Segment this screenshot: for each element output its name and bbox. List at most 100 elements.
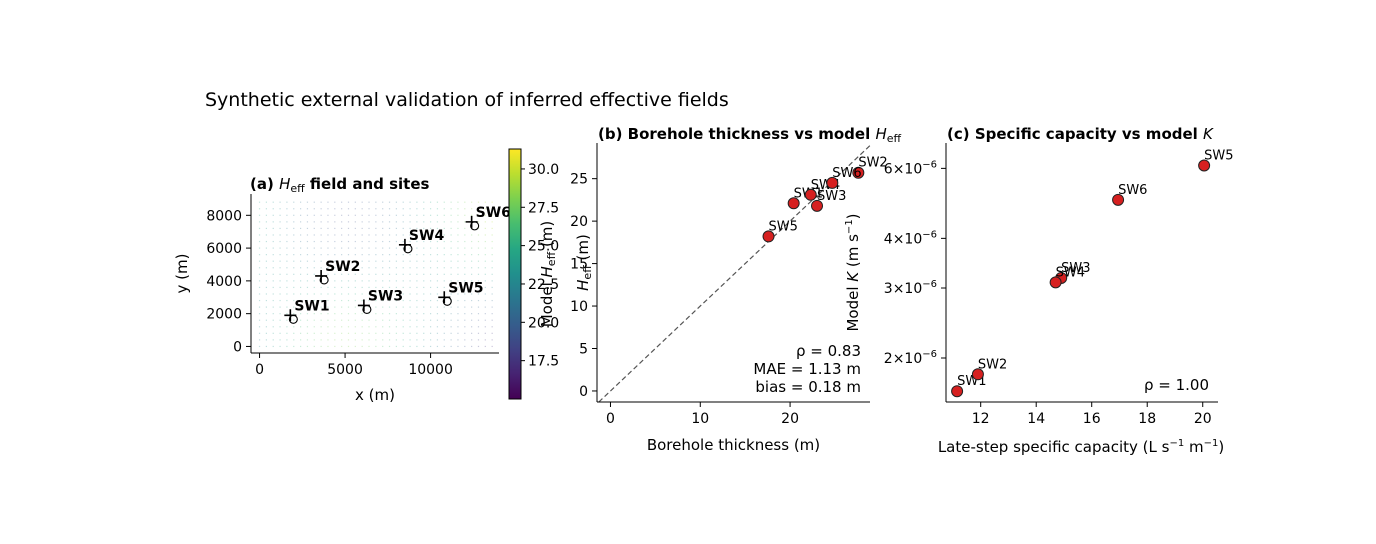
field-cell xyxy=(306,247,309,249)
site-marker-cross xyxy=(398,238,411,251)
field-cell xyxy=(341,299,343,302)
field-cell xyxy=(341,280,343,282)
field-cell xyxy=(306,201,309,203)
field-cell xyxy=(279,260,281,262)
field-cell xyxy=(375,260,377,262)
panel-c-xlabel: Late-step specific capacity (L s−1 m−1) xyxy=(938,438,1224,456)
field-cell xyxy=(286,267,288,269)
field-cell xyxy=(347,306,350,308)
field-cell xyxy=(368,306,370,308)
field-cell xyxy=(347,299,350,302)
field-cell xyxy=(429,286,432,289)
field-cell xyxy=(334,306,336,308)
field-cell xyxy=(471,240,473,243)
field-cell xyxy=(361,273,363,275)
field-cell xyxy=(388,227,391,230)
field-cell xyxy=(327,267,329,269)
field-cell xyxy=(450,293,452,295)
field-cell xyxy=(395,313,397,315)
field-cell xyxy=(450,280,452,282)
field-cell xyxy=(423,201,425,203)
field-cell xyxy=(286,240,288,243)
field-cell xyxy=(327,247,329,249)
field-cell xyxy=(320,293,322,295)
field-cell xyxy=(354,345,356,348)
field-cell xyxy=(327,313,329,315)
field-cell xyxy=(416,299,418,302)
field-cell xyxy=(409,286,411,289)
colorbar-label: Model Heff (m) xyxy=(538,221,558,328)
field-cell xyxy=(450,240,452,243)
field-cell xyxy=(436,326,439,328)
field-cell xyxy=(347,221,350,223)
field-cell xyxy=(306,234,309,236)
field-cell xyxy=(409,332,411,334)
field-cell xyxy=(313,254,315,256)
field-cell xyxy=(347,267,350,269)
field-cell xyxy=(368,240,370,243)
field-cell xyxy=(334,319,336,321)
field-cell xyxy=(395,260,397,262)
field-cell xyxy=(484,319,486,321)
field-cell xyxy=(436,299,439,302)
field-cell xyxy=(272,267,274,269)
field-cell xyxy=(477,221,480,223)
field-cell xyxy=(416,240,418,243)
field-cell xyxy=(272,345,274,348)
field-cell xyxy=(436,221,439,223)
field-cell xyxy=(436,339,439,341)
field-cell xyxy=(491,299,493,302)
field-cell xyxy=(443,286,445,289)
field-cell xyxy=(265,313,267,315)
field-cell xyxy=(477,326,480,328)
field-cell xyxy=(334,345,336,348)
field-cell xyxy=(293,306,295,308)
field-cell xyxy=(341,293,343,295)
field-cell xyxy=(313,221,315,223)
field-cell xyxy=(320,339,322,341)
field-cell xyxy=(484,326,486,328)
field-cell xyxy=(402,260,404,262)
field-cell xyxy=(416,254,418,256)
field-cell xyxy=(429,254,432,256)
panel-c-ytick-label: 3×10−6 xyxy=(884,279,937,297)
data-point xyxy=(852,166,865,179)
field-cell xyxy=(286,306,288,308)
field-cell xyxy=(491,280,493,282)
field-cell xyxy=(272,254,274,256)
field-cell xyxy=(347,273,350,275)
field-cell xyxy=(491,214,493,216)
panel-a-heff-map: 0 5000 10000 0 2000 4000 6000 8000 SW1 SW2 SW3 SW4 S… xyxy=(173,175,511,404)
field-cell xyxy=(423,299,425,302)
field-cell xyxy=(354,280,356,282)
field-cell xyxy=(416,221,418,223)
field-cell xyxy=(382,247,384,249)
field-cell xyxy=(272,208,274,210)
field-cell xyxy=(464,254,466,256)
field-cell xyxy=(354,293,356,295)
field-cell xyxy=(313,319,315,321)
field-cell xyxy=(477,319,480,321)
field-cell xyxy=(265,208,267,210)
field-cell xyxy=(354,260,356,262)
field-cell xyxy=(354,201,356,203)
field-cell xyxy=(286,201,288,203)
field-cell xyxy=(258,286,261,289)
field-cell xyxy=(286,214,288,216)
field-cell xyxy=(388,214,391,216)
field-cell xyxy=(265,299,267,302)
panel-b-ytick-label: 0 xyxy=(579,384,588,400)
field-cell xyxy=(382,345,384,348)
field-cell xyxy=(279,306,281,308)
field-cell xyxy=(491,240,493,243)
field-cell xyxy=(327,227,329,230)
field-cell xyxy=(279,214,281,216)
field-cell xyxy=(443,234,445,236)
field-cell xyxy=(368,299,370,302)
field-cell xyxy=(436,234,439,236)
field-cell xyxy=(258,280,261,282)
field-cell xyxy=(436,260,439,262)
field-cell xyxy=(416,260,418,262)
field-cell xyxy=(293,326,295,328)
field-cell xyxy=(388,306,391,308)
